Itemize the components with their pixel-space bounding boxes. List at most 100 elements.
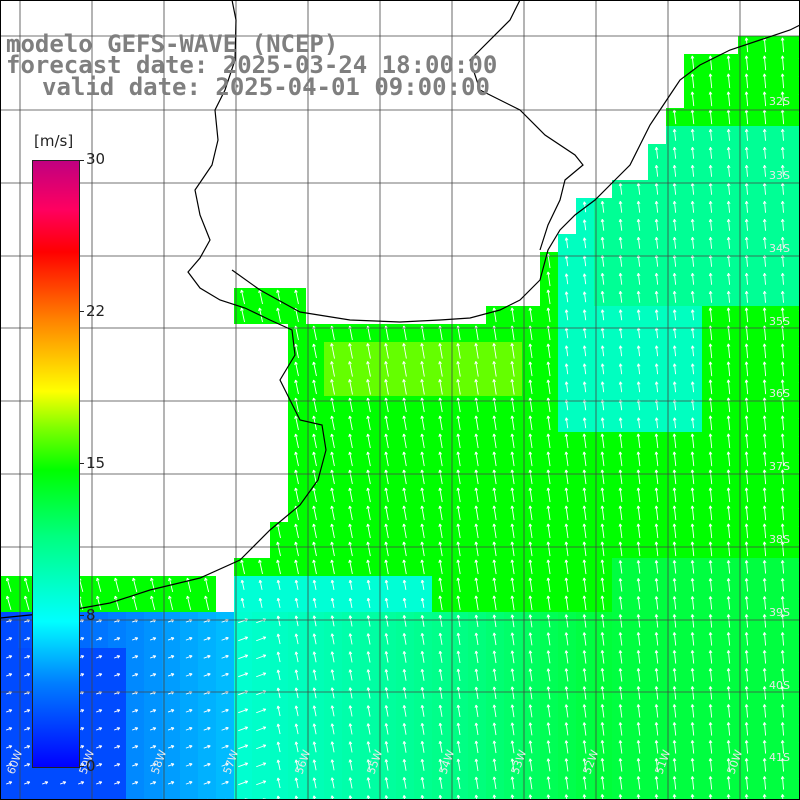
wind-arrow	[727, 397, 731, 413]
wind-arrow-head	[780, 523, 783, 527]
wind-arrow-head	[276, 633, 279, 637]
colorbar	[32, 160, 80, 768]
wind-arrow-head	[402, 541, 405, 545]
wind-arrow	[6, 596, 12, 610]
wind-arrow-head	[474, 650, 477, 654]
wind-arrow-head	[402, 795, 405, 799]
wind-arrow-head	[654, 237, 657, 241]
wind-arrow	[673, 255, 677, 267]
wind-arrow-head	[348, 633, 351, 637]
forecast-date: forecast date: 2025-03-24 18:00:00	[6, 51, 498, 79]
wind-arrow	[349, 741, 353, 753]
wind-arrow	[385, 795, 388, 800]
wind-arrow	[565, 704, 569, 718]
wind-arrow-head	[276, 580, 279, 584]
wind-arrow	[493, 758, 497, 772]
wind-arrow-head	[744, 704, 747, 708]
wind-arrow-head	[546, 758, 549, 762]
wind-arrow-head	[726, 668, 729, 672]
wind-arrow-head	[708, 291, 711, 295]
wind-speed-cell	[792, 594, 800, 612]
wind-arrow	[601, 794, 604, 800]
wind-arrow	[349, 669, 353, 681]
wind-arrow-head	[348, 559, 351, 563]
wind-arrow	[349, 598, 353, 608]
wind-arrow	[295, 615, 299, 627]
wind-arrow	[529, 650, 533, 664]
wind-arrow	[457, 505, 461, 521]
wind-arrow-head	[330, 741, 333, 745]
wind-arrow-head	[528, 451, 531, 455]
wind-arrow	[619, 776, 623, 790]
wind-arrow	[511, 559, 515, 575]
wind-arrow	[349, 559, 353, 575]
wind-arrow	[511, 307, 515, 323]
wind-arrow-head	[726, 541, 729, 545]
wind-arrow	[493, 541, 497, 557]
wind-arrow	[439, 523, 443, 539]
wind-arrow	[277, 580, 281, 590]
wind-arrow-head	[366, 523, 369, 527]
wind-arrow	[132, 673, 138, 677]
wind-arrow	[367, 687, 371, 699]
wind-arrow-head	[132, 595, 134, 600]
colorbar-tickmark	[79, 463, 84, 464]
wind-arrow	[259, 559, 263, 575]
wind-arrow	[727, 147, 731, 159]
wind-arrow	[150, 763, 156, 767]
wind-arrow	[256, 672, 266, 678]
wind-arrow-head	[474, 704, 477, 708]
wind-arrow-head	[438, 777, 441, 781]
wind-arrow	[691, 345, 695, 357]
wind-arrow	[114, 577, 120, 593]
wind-arrow	[439, 615, 443, 627]
wind-arrow-head	[780, 201, 783, 205]
wind-arrow	[421, 343, 425, 359]
wind-arrow	[673, 722, 677, 736]
wind-arrow-head	[456, 577, 459, 581]
wind-arrow	[6, 673, 12, 677]
wind-arrow-head	[744, 361, 747, 365]
wind-arrow	[385, 759, 389, 771]
wind-arrow-head	[348, 580, 351, 584]
wind-arrow	[619, 381, 623, 393]
wind-arrow-head	[402, 379, 405, 383]
wind-arrow-head	[654, 758, 657, 762]
wind-arrow-head	[708, 668, 711, 672]
wind-arrow-head	[654, 219, 657, 223]
wind-arrow-head	[636, 614, 639, 618]
wind-arrow	[781, 415, 785, 431]
wind-arrow-head	[762, 578, 765, 582]
wind-arrow	[709, 668, 713, 682]
wind-arrow	[511, 722, 515, 736]
wind-arrow-head	[708, 704, 711, 708]
wind-arrow	[601, 487, 605, 503]
wind-arrow	[763, 794, 766, 800]
wind-arrow-head	[402, 723, 405, 727]
wind-arrow	[457, 487, 461, 503]
wind-arrow	[764, 273, 766, 285]
wind-arrow	[673, 487, 677, 503]
wind-arrow	[709, 273, 713, 285]
wind-arrow-head	[312, 361, 314, 365]
wind-arrow	[457, 669, 461, 681]
wind-arrow-head	[384, 777, 387, 781]
wind-arrow	[349, 379, 353, 395]
wind-arrow-head	[582, 758, 585, 762]
wind-arrow-head	[114, 577, 116, 582]
wind-speed-cell	[144, 792, 162, 800]
wind-arrow-head	[438, 541, 441, 545]
wind-arrow-head	[780, 273, 783, 277]
wind-arrow	[493, 523, 497, 539]
wind-arrow	[583, 559, 587, 575]
wind-arrow-head	[330, 379, 332, 383]
wind-arrow-head	[420, 343, 423, 347]
wind-arrow	[709, 469, 713, 485]
wind-arrow	[655, 309, 659, 321]
wind-arrow-head	[546, 632, 549, 636]
wind-arrow	[763, 55, 767, 71]
wind-arrow	[763, 307, 767, 323]
wind-arrow-head	[618, 523, 621, 527]
wind-arrow-head	[672, 291, 675, 295]
wind-arrow	[295, 559, 299, 575]
